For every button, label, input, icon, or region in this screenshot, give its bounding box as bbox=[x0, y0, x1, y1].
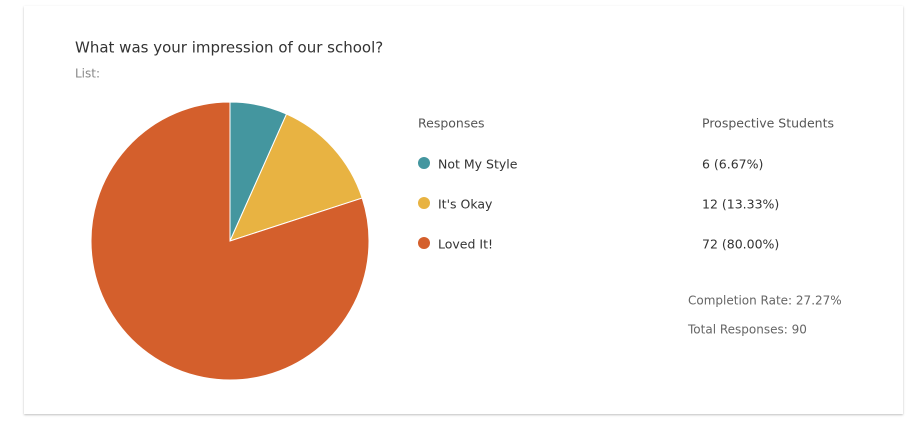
legend-swatch bbox=[418, 197, 430, 209]
legend-header: Responses bbox=[418, 116, 485, 131]
legend-label: It's Okay bbox=[438, 197, 493, 212]
legend-label: Not My Style bbox=[438, 157, 518, 172]
chart-subtitle: List: bbox=[75, 67, 100, 81]
value-header: Prospective Students bbox=[702, 116, 834, 131]
value-label: 6 (6.67%) bbox=[702, 157, 763, 172]
chart-title: What was your impression of our school? bbox=[75, 39, 383, 57]
pie-slice bbox=[229, 113, 363, 242]
legend-swatch bbox=[418, 157, 430, 169]
legend-label: Loved It! bbox=[438, 237, 493, 252]
summary-note: Completion Rate: 27.27% bbox=[688, 294, 842, 308]
value-label: 12 (13.33%) bbox=[702, 197, 779, 212]
legend-swatch bbox=[418, 237, 430, 249]
summary-note: Total Responses: 90 bbox=[687, 323, 807, 337]
value-label: 72 (80.00%) bbox=[702, 237, 779, 252]
pie-slice bbox=[90, 101, 370, 381]
